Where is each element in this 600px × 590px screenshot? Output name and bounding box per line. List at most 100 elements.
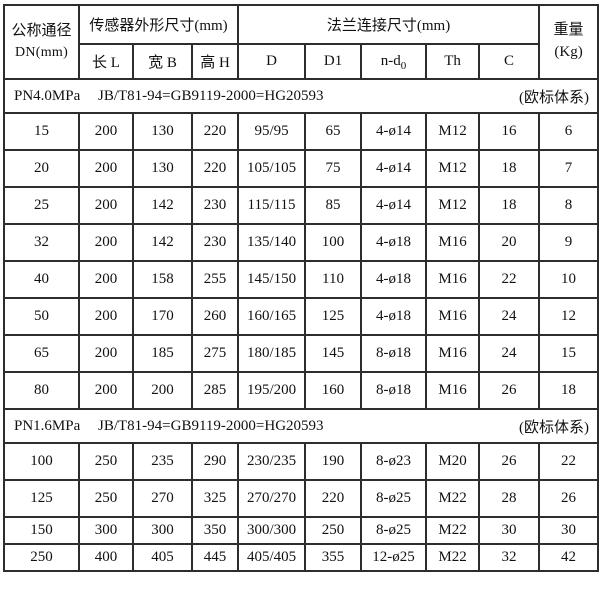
table-cell: M20 bbox=[425, 442, 481, 481]
table-row: 150 300 300 350 300/300 250 8-ø25 M22 30 30 bbox=[3, 516, 600, 545]
section-pn16: PN1.6MPa JB/T81-94=GB9119-2000=HG20593 (… bbox=[2, 408, 600, 572]
table-cell: 8-ø23 bbox=[360, 442, 428, 481]
table-cell: 445 bbox=[190, 543, 240, 572]
column-header-height: 高 H bbox=[190, 43, 240, 80]
table-cell: 4-ø18 bbox=[360, 260, 428, 299]
table-cell: 6 bbox=[538, 112, 600, 151]
table-cell: M16 bbox=[425, 334, 481, 373]
table-cell: 400 bbox=[78, 543, 134, 572]
table-cell: 30 bbox=[538, 516, 600, 545]
table-cell: 8-ø18 bbox=[360, 371, 428, 410]
header-dn: 公称通径 DN(mm) bbox=[3, 4, 80, 80]
column-header-c: C bbox=[478, 43, 541, 80]
table-cell: 150 bbox=[3, 516, 80, 545]
table-cell: M12 bbox=[425, 112, 481, 151]
table-cell: 9 bbox=[538, 223, 600, 262]
table-row: 50 200 170 260 160/165 125 4-ø18 M16 24 12 bbox=[3, 297, 600, 336]
section-header-cell: PN4.0MPa JB/T81-94=GB9119-2000=HG20593 (… bbox=[2, 78, 600, 114]
table-cell: 20 bbox=[3, 149, 80, 188]
section-header-row: PN1.6MPa JB/T81-94=GB9119-2000=HG20593 (… bbox=[2, 408, 600, 444]
section-standard-codes: JB/T81-94=GB9119-2000=HG20593 bbox=[98, 417, 324, 434]
table-cell: 4-ø14 bbox=[360, 149, 428, 188]
section-standard-note: (欧标体系) bbox=[519, 89, 590, 106]
spec-table: 公称通径 DN(mm) 传感器外形尺寸(mm) 法兰连接尺寸(mm) 重量 (K… bbox=[2, 4, 600, 572]
table-cell: 4-ø18 bbox=[360, 223, 428, 262]
table-cell: 8-ø18 bbox=[360, 334, 428, 373]
table-cell: 405/405 bbox=[237, 543, 307, 572]
table-cell: 250 bbox=[78, 442, 134, 481]
table-cell: M22 bbox=[425, 543, 481, 572]
table-cell: 200 bbox=[78, 186, 134, 225]
table-cell: 12 bbox=[538, 297, 600, 336]
table-cell: 105/105 bbox=[237, 149, 307, 188]
table-cell: 160 bbox=[304, 371, 363, 410]
header-weight: 重量 (Kg) bbox=[538, 4, 600, 80]
table-cell: 230/235 bbox=[237, 442, 307, 481]
section-standard-note: (欧标体系) bbox=[519, 419, 590, 436]
table-cell: 4-ø14 bbox=[360, 112, 428, 151]
table-cell: 135/140 bbox=[237, 223, 307, 262]
table-cell: 15 bbox=[538, 334, 600, 373]
table-cell: 24 bbox=[478, 334, 541, 373]
table-cell: 18 bbox=[478, 186, 541, 225]
table-cell: 130 bbox=[132, 112, 193, 151]
table-cell: 95/95 bbox=[237, 112, 307, 151]
table-cell: 275 bbox=[190, 334, 240, 373]
table-header: 公称通径 DN(mm) 传感器外形尺寸(mm) 法兰连接尺寸(mm) 重量 (K… bbox=[3, 4, 600, 80]
table-cell: 200 bbox=[78, 371, 134, 410]
table-cell: 16 bbox=[478, 112, 541, 151]
table-cell: 100 bbox=[3, 442, 80, 481]
table-cell: 158 bbox=[132, 260, 193, 299]
header-flange-dimensions-group: 法兰连接尺寸(mm) bbox=[237, 4, 541, 45]
header-row-groups: 公称通径 DN(mm) 传感器外形尺寸(mm) 法兰连接尺寸(mm) 重量 (K… bbox=[3, 4, 600, 80]
table-cell: 200 bbox=[78, 112, 134, 151]
section-header-cell: PN1.6MPa JB/T81-94=GB9119-2000=HG20593 (… bbox=[2, 408, 600, 444]
table-cell: 25 bbox=[3, 186, 80, 225]
table-cell: 4-ø14 bbox=[360, 186, 428, 225]
table-cell: 200 bbox=[132, 371, 193, 410]
table-cell: 65 bbox=[3, 334, 80, 373]
table-cell: 235 bbox=[132, 442, 193, 481]
table-cell: 125 bbox=[3, 479, 80, 518]
table-cell: 40 bbox=[3, 260, 80, 299]
table-cell: 26 bbox=[538, 479, 600, 518]
header-dn-line2: DN(mm) bbox=[14, 44, 69, 60]
table-cell: M16 bbox=[425, 260, 481, 299]
table-row: 25 200 142 230 115/115 85 4-ø14 M12 18 8 bbox=[3, 186, 600, 225]
table-cell: 285 bbox=[190, 371, 240, 410]
table-cell: 200 bbox=[78, 223, 134, 262]
table-cell: 180/185 bbox=[237, 334, 307, 373]
header-row-columns: 长 L 宽 B 高 H D D1 n-d0 Th C bbox=[4, 43, 598, 80]
table-cell: 250 bbox=[78, 479, 134, 518]
table-cell: 250 bbox=[3, 543, 80, 572]
table-cell: 42 bbox=[538, 543, 600, 572]
table-cell: 200 bbox=[78, 334, 134, 373]
table-row: 80 200 200 285 195/200 160 8-ø18 M16 26 18 bbox=[3, 371, 600, 410]
table-cell: 230 bbox=[190, 223, 240, 262]
table-cell: M12 bbox=[425, 186, 481, 225]
table-cell: 145 bbox=[304, 334, 363, 373]
table-cell: 80 bbox=[3, 371, 80, 410]
table-cell: 125 bbox=[304, 297, 363, 336]
section-pressure-rating: PN4.0MPa bbox=[14, 87, 81, 104]
table-cell: 260 bbox=[190, 297, 240, 336]
table-cell: 200 bbox=[78, 149, 134, 188]
table-cell: 50 bbox=[3, 297, 80, 336]
table-cell: 325 bbox=[190, 479, 240, 518]
table-cell: 75 bbox=[304, 149, 363, 188]
header-weight-line2: (Kg) bbox=[554, 44, 583, 60]
table-cell: M22 bbox=[425, 516, 481, 545]
table-row: 65 200 185 275 180/185 145 8-ø18 M16 24 15 bbox=[3, 334, 600, 373]
column-header-th: Th bbox=[425, 43, 481, 80]
table-row: 20 200 130 220 105/105 75 4-ø14 M12 18 7 bbox=[3, 149, 600, 188]
table-cell: 255 bbox=[190, 260, 240, 299]
table-cell: 195/200 bbox=[237, 371, 307, 410]
table-cell: 200 bbox=[78, 297, 134, 336]
table-cell: 65 bbox=[304, 112, 363, 151]
table-cell: 142 bbox=[132, 186, 193, 225]
table-cell: 26 bbox=[478, 371, 541, 410]
table-cell: M16 bbox=[425, 297, 481, 336]
table-cell: 160/165 bbox=[237, 297, 307, 336]
section-pressure-rating: PN1.6MPa bbox=[14, 417, 81, 434]
table-cell: 220 bbox=[190, 112, 240, 151]
